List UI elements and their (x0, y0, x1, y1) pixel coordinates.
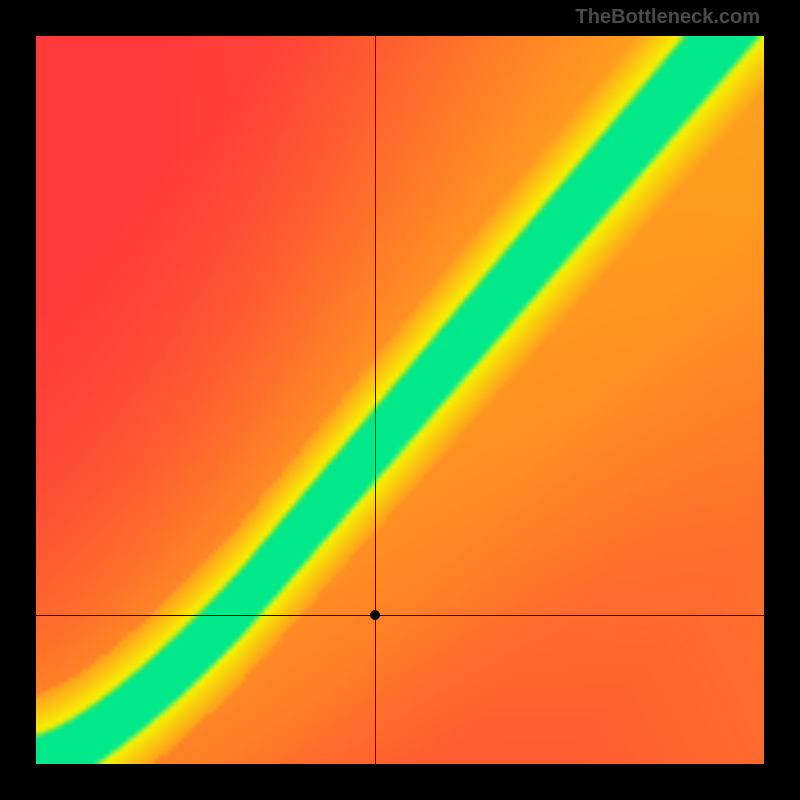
crosshair-vertical (375, 36, 376, 764)
plot-area (36, 36, 764, 764)
heatmap-canvas (36, 36, 764, 764)
crosshair-horizontal (36, 615, 764, 616)
crosshair-marker (370, 610, 380, 620)
watermark-text: TheBottleneck.com (576, 6, 760, 29)
